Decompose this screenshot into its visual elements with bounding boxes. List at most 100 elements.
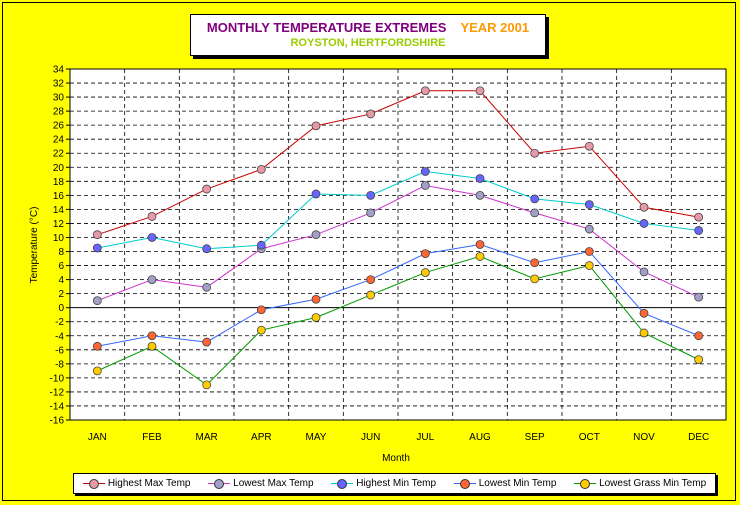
y-tick-label: -6 bbox=[55, 345, 64, 356]
x-tick-label: SEP bbox=[525, 432, 545, 443]
data-point bbox=[420, 167, 430, 176]
data-point bbox=[420, 181, 430, 190]
y-tick-label: 20 bbox=[53, 163, 65, 174]
y-tick-label: 18 bbox=[53, 177, 65, 188]
chart-title: MONTHLY TEMPERATURE EXTREMES bbox=[206, 20, 447, 35]
data-point bbox=[639, 267, 649, 277]
x-tick-label: OCT bbox=[579, 432, 600, 443]
legend-marker-icon bbox=[574, 478, 597, 489]
data-point bbox=[92, 243, 102, 253]
y-tick-label: 24 bbox=[53, 135, 65, 146]
series-line bbox=[97, 243, 699, 347]
data-point bbox=[584, 247, 594, 256]
x-tick-label: MAY bbox=[306, 432, 327, 443]
data-point bbox=[366, 109, 376, 119]
x-tick-label: JUL bbox=[416, 432, 434, 443]
data-point bbox=[202, 337, 212, 347]
legend-marker-icon bbox=[331, 478, 354, 489]
data-point bbox=[366, 275, 376, 285]
legend-item: Lowest Max Temp bbox=[208, 478, 314, 489]
data-point bbox=[311, 230, 321, 240]
x-tick-label: JAN bbox=[88, 432, 107, 443]
y-tick-label: 22 bbox=[53, 149, 65, 160]
data-point bbox=[475, 252, 485, 261]
data-point bbox=[694, 331, 704, 341]
data-point bbox=[92, 230, 102, 240]
data-point bbox=[202, 244, 212, 254]
y-tick-label: 32 bbox=[53, 79, 65, 90]
legend-item: Lowest Min Temp bbox=[453, 478, 556, 489]
data-point bbox=[366, 208, 376, 218]
series-5 bbox=[92, 252, 704, 390]
series-1 bbox=[92, 86, 704, 240]
y-tick-label: 10 bbox=[53, 233, 65, 244]
series-2 bbox=[92, 181, 704, 306]
data-point bbox=[366, 190, 376, 200]
x-tick-label: DEC bbox=[688, 432, 709, 443]
data-point bbox=[147, 275, 157, 285]
x-tick-label: APR bbox=[251, 432, 272, 443]
title-line: MONTHLY TEMPERATURE EXTREMES YEAR 2001 bbox=[191, 20, 545, 35]
series-line bbox=[97, 170, 699, 250]
data-point bbox=[639, 308, 649, 318]
y-axis-label: Temperature (°C) bbox=[29, 207, 40, 284]
legend: Highest Max Temp Lowest Max Temp Highest M… bbox=[73, 473, 716, 494]
data-point bbox=[694, 226, 704, 235]
y-tick-label: 30 bbox=[53, 93, 65, 104]
data-point bbox=[147, 341, 157, 351]
data-point bbox=[475, 190, 485, 200]
y-tick-label: -8 bbox=[55, 359, 64, 370]
legend-marker-icon bbox=[208, 478, 231, 489]
data-point bbox=[256, 325, 266, 335]
data-point bbox=[475, 86, 485, 96]
series-line bbox=[97, 255, 699, 386]
x-tick-label: JUN bbox=[361, 432, 380, 443]
data-point bbox=[694, 355, 704, 365]
data-point bbox=[147, 233, 157, 242]
data-point bbox=[311, 121, 321, 131]
data-point bbox=[584, 200, 594, 209]
y-tick-label: 2 bbox=[58, 289, 64, 300]
data-point bbox=[530, 274, 540, 284]
y-tick-label: -4 bbox=[55, 331, 64, 342]
data-point bbox=[92, 296, 102, 306]
legend-label: Lowest Grass Min Temp bbox=[599, 478, 707, 489]
data-point bbox=[256, 164, 266, 174]
grid bbox=[69, 68, 727, 421]
title-box: MONTHLY TEMPERATURE EXTREMES YEAR 2001 RO… bbox=[190, 14, 546, 56]
data-point bbox=[694, 212, 704, 222]
data-point bbox=[202, 184, 212, 194]
y-tick-label: -2 bbox=[55, 317, 64, 328]
data-point bbox=[92, 366, 102, 376]
data-point bbox=[530, 148, 540, 158]
data-point bbox=[420, 268, 430, 277]
data-point bbox=[256, 240, 266, 250]
legend-label: Highest Min Temp bbox=[356, 478, 437, 489]
data-point bbox=[202, 380, 212, 390]
data-point bbox=[202, 282, 212, 292]
data-point bbox=[530, 208, 540, 218]
legend-label: Highest Max Temp bbox=[107, 478, 191, 489]
data-point bbox=[475, 174, 485, 183]
y-tick-label: -16 bbox=[50, 416, 65, 427]
data-point bbox=[256, 305, 266, 315]
series-layer bbox=[92, 86, 704, 390]
data-point bbox=[639, 219, 649, 228]
series-4 bbox=[92, 240, 704, 351]
x-tick-label: FEB bbox=[142, 432, 162, 443]
y-tick-label: 12 bbox=[53, 219, 65, 230]
legend-item: Highest Max Temp bbox=[82, 478, 191, 489]
series-3 bbox=[92, 167, 704, 254]
y-tick-label: 0 bbox=[58, 303, 64, 314]
data-point bbox=[584, 224, 594, 234]
y-tick-label: 14 bbox=[53, 205, 65, 216]
data-point bbox=[147, 331, 157, 341]
y-tick-label: 28 bbox=[53, 107, 65, 118]
y-tick-label: 16 bbox=[53, 191, 65, 202]
legend-item: Lowest Grass Min Temp bbox=[574, 478, 706, 489]
data-point bbox=[311, 189, 321, 199]
data-point bbox=[147, 212, 157, 221]
legend-marker-icon bbox=[82, 478, 105, 489]
data-point bbox=[530, 194, 540, 204]
